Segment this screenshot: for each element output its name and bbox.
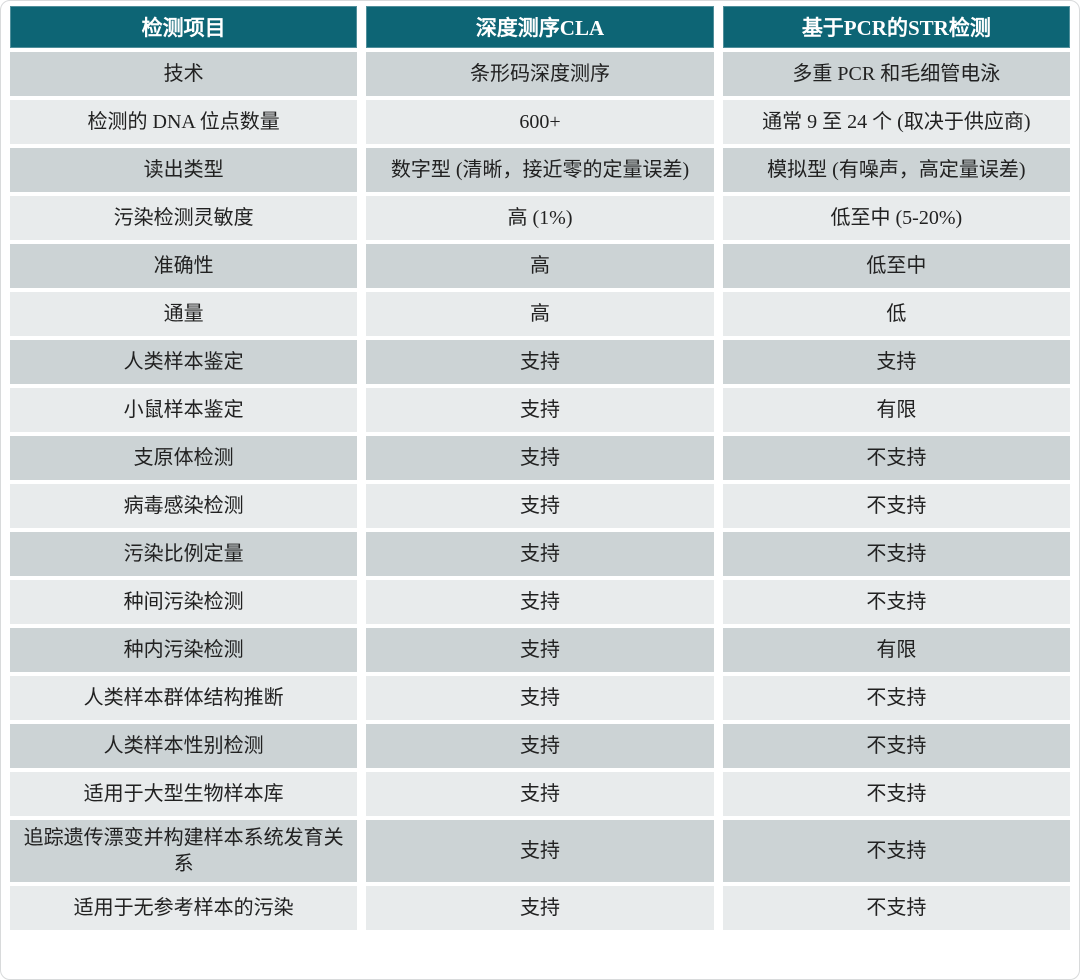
table-row: 种间污染检测 支持 不支持 [10,580,1070,624]
str-value-cell: 不支持 [722,676,1070,720]
table-row: 病毒感染检测 支持 不支持 [10,484,1070,528]
str-value-cell: 不支持 [722,820,1070,882]
str-value-cell: 不支持 [722,724,1070,768]
cla-value-cell: 支持 [366,388,714,432]
cla-value-cell: 数字型 (清晰，接近零的定量误差) [366,148,714,192]
cla-value-cell: 条形码深度测序 [366,52,714,96]
cla-value-cell: 支持 [366,580,714,624]
header-pcr-str: 基于PCR的STR检测 [722,6,1070,48]
str-value-cell: 多重 PCR 和毛细管电泳 [722,52,1070,96]
table-row: 小鼠样本鉴定 支持 有限 [10,388,1070,432]
table-row: 人类样本鉴定 支持 支持 [10,340,1070,384]
comparison-table: 检测项目 深度测序CLA 基于PCR的STR检测 技术 条形码深度测序 多重 P… [1,2,1079,934]
cla-value-cell: 支持 [366,436,714,480]
table-row: 适用于大型生物样本库 支持 不支持 [10,772,1070,816]
row-label-cell: 污染检测灵敏度 [10,196,358,240]
table-row: 读出类型 数字型 (清晰，接近零的定量误差) 模拟型 (有噪声，高定量误差) [10,148,1070,192]
table-row: 污染检测灵敏度 高 (1%) 低至中 (5-20%) [10,196,1070,240]
cla-value-cell: 支持 [366,532,714,576]
cla-value-cell: 高 [366,244,714,288]
row-label-cell: 检测的 DNA 位点数量 [10,100,358,144]
cla-value-cell: 支持 [366,772,714,816]
cla-value-cell: 支持 [366,676,714,720]
str-value-cell: 不支持 [722,772,1070,816]
cla-value-cell: 支持 [366,820,714,882]
row-label-cell: 适用于无参考样本的污染 [10,886,358,930]
str-value-cell: 低至中 (5-20%) [722,196,1070,240]
row-label-cell: 污染比例定量 [10,532,358,576]
cla-value-cell: 600+ [366,100,714,144]
table-header-row: 检测项目 深度测序CLA 基于PCR的STR检测 [10,6,1070,48]
row-label-cell: 种间污染检测 [10,580,358,624]
cla-value-cell: 支持 [366,724,714,768]
table-row: 支原体检测 支持 不支持 [10,436,1070,480]
row-label-cell: 种内污染检测 [10,628,358,672]
str-value-cell: 支持 [722,340,1070,384]
row-label-cell: 支原体检测 [10,436,358,480]
cla-value-cell: 支持 [366,628,714,672]
cla-value-cell: 支持 [366,886,714,930]
row-label-cell: 人类样本群体结构推断 [10,676,358,720]
cla-value-cell: 高 [366,292,714,336]
str-value-cell: 不支持 [722,436,1070,480]
str-value-cell: 不支持 [722,580,1070,624]
table-row: 检测的 DNA 位点数量 600+ 通常 9 至 24 个 (取决于供应商) [10,100,1070,144]
table-row: 准确性 高 低至中 [10,244,1070,288]
header-test-item: 检测项目 [10,6,358,48]
table-row: 种内污染检测 支持 有限 [10,628,1070,672]
str-value-cell: 模拟型 (有噪声，高定量误差) [722,148,1070,192]
str-value-cell: 不支持 [722,886,1070,930]
str-value-cell: 不支持 [722,484,1070,528]
row-label-cell: 人类样本性别检测 [10,724,358,768]
cla-value-cell: 高 (1%) [366,196,714,240]
cla-value-cell: 支持 [366,484,714,528]
table-row: 人类样本性别检测 支持 不支持 [10,724,1070,768]
row-label-cell: 准确性 [10,244,358,288]
str-value-cell: 不支持 [722,532,1070,576]
row-label-cell: 通量 [10,292,358,336]
row-label-cell: 小鼠样本鉴定 [10,388,358,432]
row-label-cell: 读出类型 [10,148,358,192]
row-label-cell: 病毒感染检测 [10,484,358,528]
cla-value-cell: 支持 [366,340,714,384]
row-label-cell: 适用于大型生物样本库 [10,772,358,816]
str-value-cell: 有限 [722,388,1070,432]
row-label-cell: 追踪遗传漂变并构建样本系统发育关系 [10,820,358,882]
table-row: 污染比例定量 支持 不支持 [10,532,1070,576]
table-row: 追踪遗传漂变并构建样本系统发育关系 支持 不支持 [10,820,1070,882]
row-label-cell: 技术 [10,52,358,96]
str-value-cell: 低 [722,292,1070,336]
table-row: 适用于无参考样本的污染 支持 不支持 [10,886,1070,930]
str-value-cell: 有限 [722,628,1070,672]
table-row: 人类样本群体结构推断 支持 不支持 [10,676,1070,720]
header-deep-seq-cla: 深度测序CLA [366,6,714,48]
table-row: 通量 高 低 [10,292,1070,336]
row-label-cell: 人类样本鉴定 [10,340,358,384]
str-value-cell: 低至中 [722,244,1070,288]
str-value-cell: 通常 9 至 24 个 (取决于供应商) [722,100,1070,144]
table-row: 技术 条形码深度测序 多重 PCR 和毛细管电泳 [10,52,1070,96]
